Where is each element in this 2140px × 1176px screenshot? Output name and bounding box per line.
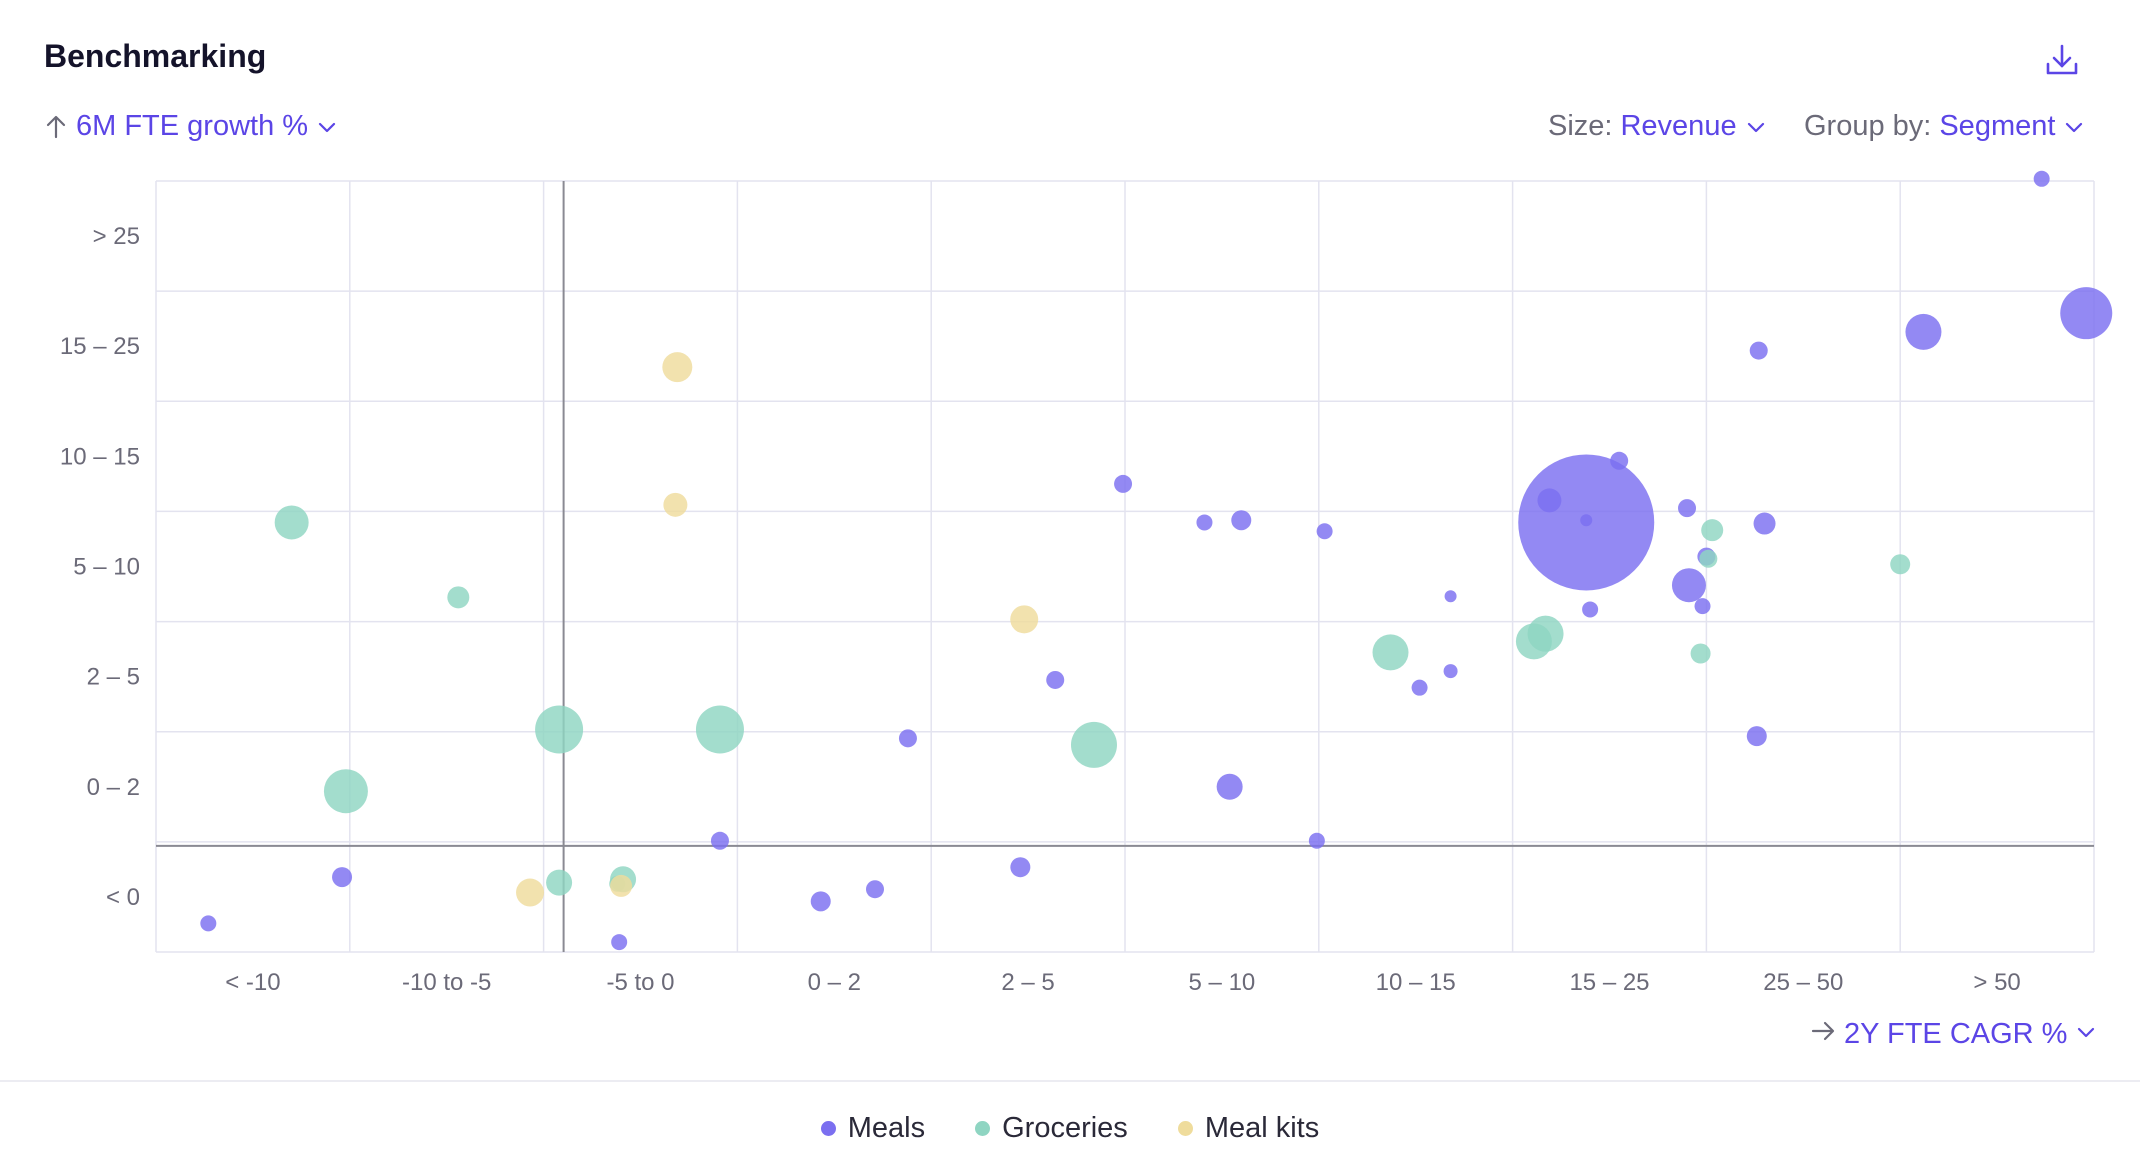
bubble-meals[interactable] [898,729,917,748]
chevron-down-icon [2063,116,2085,138]
bubble-meals[interactable] [1316,523,1333,540]
y-tick-label: < 0 [106,884,140,911]
bubble-meals[interactable] [1753,512,1776,535]
bubble-meals[interactable] [1694,598,1711,615]
legend: Meals Groceries Meal kits [0,1112,2140,1145]
bubble-groceries[interactable] [535,705,584,754]
bubble-meals[interactable] [1231,510,1252,531]
bubble-meals[interactable] [1905,313,1942,350]
bubble-meals[interactable] [1216,773,1243,800]
bubble-meal-kits[interactable] [610,874,633,897]
bubble-groceries[interactable] [546,869,573,896]
bubble-meals[interactable] [1671,568,1706,603]
x-tick-label: 10 – 15 [1376,969,1456,996]
legend-label: Meal kits [1204,1112,1320,1144]
bubble-groceries[interactable] [1701,519,1724,542]
bubble-groceries[interactable] [1372,634,1409,671]
x-tick-label: 2 – 5 [1001,969,1054,996]
legend-dot [1177,1121,1193,1136]
legend-label: Meals [847,1112,926,1144]
chevron-down-icon [1745,116,1767,138]
size-value: Revenue [1620,110,1737,142]
bubble-groceries[interactable] [1070,721,1117,768]
bubble-meal-kits[interactable] [662,352,693,383]
group-by-selector[interactable]: Group by: Segment [1804,110,2085,143]
x-tick-label: < -10 [225,969,280,996]
legend-item-meal-kits[interactable]: Meal kits [1177,1112,1320,1145]
bubble-meals[interactable] [1582,601,1599,618]
bubble-groceries[interactable] [323,769,368,814]
legend-dot [975,1121,991,1136]
bubble-groceries[interactable] [1690,643,1711,664]
size-label: Size: [1548,110,1613,142]
bubble-meals[interactable] [1678,499,1697,518]
x-metric-selector[interactable]: 2Y FTE CAGR % [1810,1018,2097,1051]
download-icon[interactable] [2042,40,2082,80]
x-tick-label: > 50 [1973,969,2020,996]
group-by-label: Group by: [1804,110,1932,142]
x-tick-label: -10 to -5 [402,969,491,996]
bubble-meals[interactable] [2033,170,2050,187]
bubble-meals[interactable] [810,891,831,912]
x-tick-label: 5 – 10 [1189,969,1256,996]
legend-item-meals[interactable]: Meals [820,1112,926,1145]
y-tick-label: > 25 [93,223,140,250]
bubble-groceries[interactable] [1699,549,1718,568]
x-tick-label: 0 – 2 [808,969,861,996]
bubble-meals[interactable] [710,831,729,850]
bubble-meals[interactable] [1610,451,1629,470]
bubble-meal-kits[interactable] [663,492,688,517]
chevron-down-icon [2075,1018,2097,1051]
bubble-meals[interactable] [1444,590,1457,603]
x-tick-label: 25 – 50 [1763,969,1843,996]
bubble-meals[interactable] [1411,679,1428,696]
bubble-meal-kits[interactable] [516,878,545,907]
y-tick-label: 10 – 15 [60,443,140,470]
divider [0,1080,2140,1082]
group-by-value: Segment [1939,110,2056,142]
y-metric-value: 6M FTE growth % [76,110,309,142]
bubble-meals[interactable] [1443,664,1458,679]
chevron-down-icon [316,116,338,138]
bubble-meals[interactable] [1196,514,1213,531]
y-tick-label: 5 – 10 [73,554,140,581]
bubble-chart: < -10 -10 to -5 -5 to 0 0 – 2 2 – 5 5 – 10 10 … [60,170,2113,996]
page-title: Benchmarking [44,38,267,74]
bubble-meal-kits[interactable] [1010,605,1039,634]
bubble-groceries[interactable] [1890,554,1911,575]
bubble-meals[interactable] [611,934,628,951]
bubble-meals[interactable] [1308,832,1325,849]
size-selector[interactable]: Size: Revenue [1548,110,1767,143]
x-tick-label: 15 – 25 [1569,969,1649,996]
arrow-right-icon [1810,1018,1836,1051]
bubble-meals[interactable] [1114,474,1133,493]
y-tick-label: 15 – 25 [60,333,140,360]
legend-label: Groceries [1002,1112,1128,1144]
y-tick-label: 0 – 2 [87,774,140,801]
bubble-meals[interactable] [200,915,217,932]
arrow-up-icon [44,114,68,140]
bubble-meals[interactable] [1749,341,1768,360]
y-tick-label: 2 – 5 [87,664,140,691]
y-metric-selector[interactable]: 6M FTE growth % [44,110,338,143]
bubble-meals[interactable] [865,880,884,899]
bubble-meals[interactable] [1046,670,1065,689]
bubble-meals[interactable] [2060,287,2113,340]
legend-item-groceries[interactable]: Groceries [975,1112,1128,1145]
x-tick-label: -5 to 0 [606,969,674,996]
legend-dot [820,1121,836,1136]
bubble-groceries[interactable] [447,586,470,609]
bubble-groceries[interactable] [695,705,744,754]
bubble-meals[interactable] [1580,514,1593,527]
bubble-groceries[interactable] [1527,615,1564,652]
bubble-meals[interactable] [1010,857,1031,878]
bubble-meals[interactable] [332,867,353,888]
bubble-meals[interactable] [1746,726,1767,747]
bubble-groceries[interactable] [274,505,309,540]
x-metric-value: 2Y FTE CAGR % [1844,1018,2068,1050]
